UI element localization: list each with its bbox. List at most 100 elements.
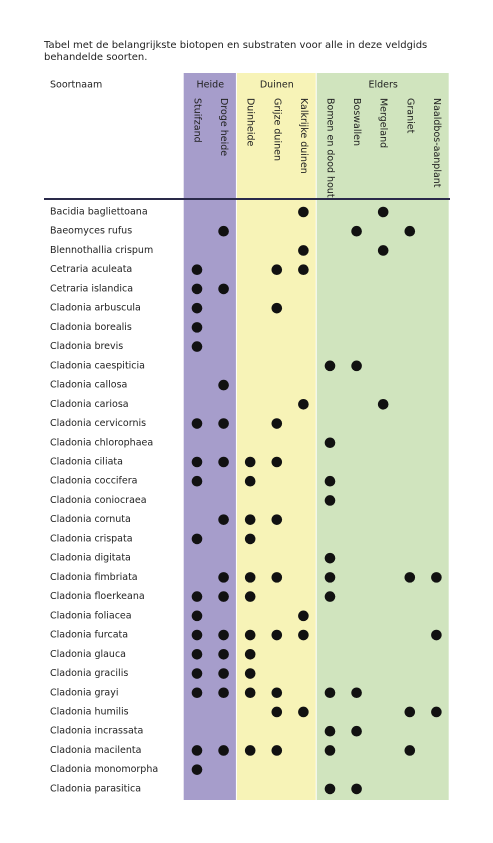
presence-dot	[351, 360, 362, 372]
presence-dot	[191, 418, 203, 429]
species-name: Cladonia grayi	[50, 687, 118, 698]
species-name: Cladonia glauca	[50, 649, 126, 660]
group-band	[316, 73, 449, 800]
presence-dot	[271, 745, 283, 756]
presence-dot	[298, 629, 309, 641]
presence-dot	[191, 533, 203, 545]
column-label: Grijze duinen	[271, 98, 282, 161]
presence-dot	[244, 456, 256, 468]
presence-dot	[404, 706, 416, 718]
presence-dot	[218, 687, 229, 699]
presence-dot	[351, 687, 362, 699]
presence-dot	[191, 341, 203, 352]
presence-dot	[191, 283, 203, 295]
presence-dot	[218, 379, 229, 391]
presence-dot	[404, 745, 416, 756]
presence-dot	[271, 302, 283, 314]
presence-dot	[191, 591, 203, 602]
column-label: Graniet	[404, 98, 415, 134]
column-label: Stuifzand	[192, 98, 203, 143]
species-name: Blennothallia crispum	[50, 245, 153, 256]
presence-dot	[191, 648, 203, 660]
presence-dot	[218, 283, 229, 295]
presence-dot	[324, 495, 336, 506]
species-name: Cladonia borealis	[50, 322, 132, 333]
species-name: Cladonia coccifera	[50, 476, 137, 487]
species-name: Cladonia floerkeana	[50, 591, 145, 602]
presence-dot	[377, 245, 389, 256]
presence-dot	[377, 206, 389, 218]
presence-dot	[271, 687, 283, 699]
presence-dot	[191, 687, 203, 699]
presence-dot	[324, 591, 336, 602]
presence-dot	[351, 783, 362, 795]
presence-dot	[191, 264, 203, 275]
species-name: Cladonia caespiticia	[50, 360, 145, 371]
presence-dot	[244, 475, 256, 487]
presence-dot	[244, 629, 256, 641]
presence-dot	[324, 572, 336, 583]
species-name: Baeomyces rufus	[50, 226, 132, 237]
presence-dot	[271, 572, 283, 583]
presence-dot	[191, 745, 203, 756]
species-name: Cladonia arbuscula	[50, 303, 141, 314]
presence-dot	[351, 225, 362, 237]
presence-dot	[298, 399, 309, 410]
presence-dot	[324, 475, 336, 487]
presence-dot	[191, 668, 203, 679]
presence-dot	[244, 687, 256, 699]
group-label: Heide	[197, 80, 225, 91]
presence-dot	[191, 456, 203, 468]
species-name: Bacidia bagliettoana	[50, 207, 148, 218]
presence-dot	[218, 572, 229, 583]
presence-dot	[404, 572, 416, 583]
species-name: Cladonia gracilis	[50, 668, 128, 679]
presence-dot	[191, 475, 203, 487]
presence-dot	[324, 360, 336, 372]
species-name: Cladonia cervicornis	[50, 418, 146, 429]
presence-dot	[244, 648, 256, 660]
species-name: Cladonia foliacea	[50, 610, 132, 621]
presence-dot	[191, 764, 203, 775]
presence-dot	[324, 687, 336, 699]
species-name: Cetraria aculeata	[50, 264, 132, 275]
column-label: Kalkrijke duinen	[298, 98, 309, 174]
species-name: Cetraria islandica	[50, 283, 133, 294]
caption: Tabel met de belangrijkste biotopen en s…	[44, 40, 428, 63]
species-name: Cladonia macilenta	[50, 745, 141, 756]
presence-dot	[244, 572, 256, 583]
presence-dot	[324, 437, 336, 449]
group-label: Elders	[369, 80, 398, 91]
presence-dot	[271, 264, 283, 275]
presence-dot	[271, 456, 283, 468]
presence-dot	[244, 591, 256, 602]
species-name: Cladonia fimbriata	[50, 572, 138, 583]
species-name: Cladonia cariosa	[50, 399, 129, 410]
presence-dot	[271, 418, 283, 429]
species-name: Cladonia brevis	[50, 341, 123, 352]
presence-dot	[298, 245, 309, 256]
presence-dot	[377, 399, 389, 410]
presence-dot	[218, 456, 229, 468]
species-name: Cladonia crispata	[50, 533, 133, 544]
presence-dot	[431, 706, 442, 718]
species-name: Cladonia monomorpha	[50, 764, 158, 775]
presence-dot	[191, 629, 203, 641]
name-column-header: Soortnaam	[50, 80, 102, 91]
presence-dot	[244, 745, 256, 756]
presence-dot	[271, 514, 283, 525]
group-label: Duinen	[260, 80, 294, 91]
column-label: Droge heide	[218, 98, 229, 156]
presence-dot	[218, 591, 229, 602]
presence-dot	[298, 610, 309, 622]
group-band	[183, 73, 236, 800]
presence-dot	[431, 629, 442, 641]
species-name: Cladonia ciliata	[50, 456, 123, 467]
presence-dot	[351, 725, 362, 737]
presence-dot	[218, 514, 229, 525]
presence-dot	[298, 706, 309, 718]
presence-dot	[218, 745, 229, 756]
presence-dot	[191, 610, 203, 622]
presence-dot	[298, 264, 309, 275]
